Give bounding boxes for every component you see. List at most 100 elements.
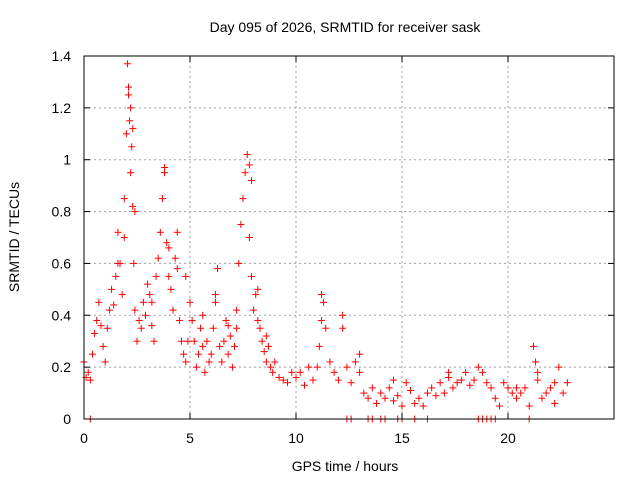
data-point <box>135 316 143 324</box>
data-point <box>165 244 173 252</box>
data-point <box>154 254 162 262</box>
data-point <box>150 337 158 345</box>
data-point <box>112 272 120 280</box>
y-tick-label: 1 <box>63 152 71 168</box>
data-point <box>118 291 126 299</box>
data-point <box>275 374 283 382</box>
data-point <box>93 316 101 324</box>
data-point <box>449 384 457 392</box>
x-tick-label: 20 <box>500 430 516 446</box>
data-point <box>233 324 241 332</box>
data-point <box>122 130 130 138</box>
data-point <box>220 337 228 345</box>
data-point <box>161 169 169 177</box>
y-tick-label: 1.4 <box>52 48 72 64</box>
data-point <box>326 358 334 366</box>
data-point <box>262 332 270 340</box>
data-point <box>491 394 499 402</box>
data-point <box>182 358 190 366</box>
y-tick-label: 0.8 <box>52 204 72 220</box>
data-point <box>201 368 209 376</box>
data-point <box>133 337 141 345</box>
data-point <box>406 386 414 394</box>
data-point <box>211 291 219 299</box>
data-point <box>258 337 266 345</box>
data-point <box>411 399 419 407</box>
data-point <box>146 291 154 299</box>
data-point <box>141 311 149 319</box>
data-point <box>546 384 554 392</box>
data-point <box>130 259 138 267</box>
data-point <box>222 316 230 324</box>
x-axis-title: GPS time / hours <box>292 458 399 474</box>
data-point <box>470 376 478 384</box>
data-point <box>226 332 234 340</box>
data-point <box>128 143 136 151</box>
data-point <box>148 298 156 306</box>
x-axis-ticks: 0 5 10 15 20 <box>80 56 516 446</box>
data-point <box>457 376 465 384</box>
data-point <box>440 389 448 397</box>
y-tick-label: 0.4 <box>52 307 72 323</box>
data-point <box>398 402 406 410</box>
data-point <box>158 195 166 203</box>
data-point <box>218 358 226 366</box>
data-point <box>91 329 99 337</box>
data-point <box>173 265 181 273</box>
data-point <box>171 254 179 262</box>
data-point <box>508 389 516 397</box>
data-point <box>152 272 160 280</box>
data-point <box>120 234 128 241</box>
data-point <box>368 384 376 392</box>
data-point <box>126 117 134 125</box>
data-point <box>254 285 262 293</box>
data-point <box>317 316 325 324</box>
data-point <box>256 324 264 332</box>
data-point <box>496 402 504 410</box>
data-point <box>517 389 525 397</box>
data-point <box>250 306 258 314</box>
data-point <box>173 228 181 236</box>
data-point <box>129 202 137 210</box>
x-tick-label: 5 <box>186 430 194 446</box>
data-point <box>252 291 260 299</box>
data-point <box>194 350 202 358</box>
data-point <box>462 368 470 376</box>
grid-layer <box>84 56 614 419</box>
data-point <box>260 348 268 356</box>
data-point <box>351 358 359 366</box>
data-point <box>521 384 529 392</box>
data-point <box>532 358 540 366</box>
data-point <box>555 363 563 371</box>
data-point <box>534 368 542 376</box>
data-point <box>144 280 152 288</box>
data-point <box>120 195 128 203</box>
data-point <box>167 285 175 293</box>
data-point <box>139 298 147 306</box>
data-point <box>343 363 351 371</box>
data-point <box>356 368 364 376</box>
data-point <box>186 298 194 306</box>
data-point <box>419 402 427 410</box>
data-point <box>322 324 330 332</box>
data-point <box>500 379 508 387</box>
data-point <box>279 376 287 384</box>
data-point <box>228 363 236 371</box>
data-point <box>559 389 567 397</box>
data-points <box>80 60 571 423</box>
data-point <box>315 342 323 350</box>
data-point <box>243 151 251 159</box>
data-point <box>390 397 398 405</box>
data-point <box>224 322 232 330</box>
data-point <box>305 363 313 371</box>
data-point <box>88 350 96 358</box>
data-point <box>525 402 533 410</box>
data-point <box>105 306 113 314</box>
data-point <box>551 399 559 407</box>
x-tick-label: 10 <box>288 430 304 446</box>
data-point <box>241 169 249 177</box>
data-point <box>474 363 482 371</box>
data-point <box>262 358 270 366</box>
data-point <box>292 374 300 382</box>
